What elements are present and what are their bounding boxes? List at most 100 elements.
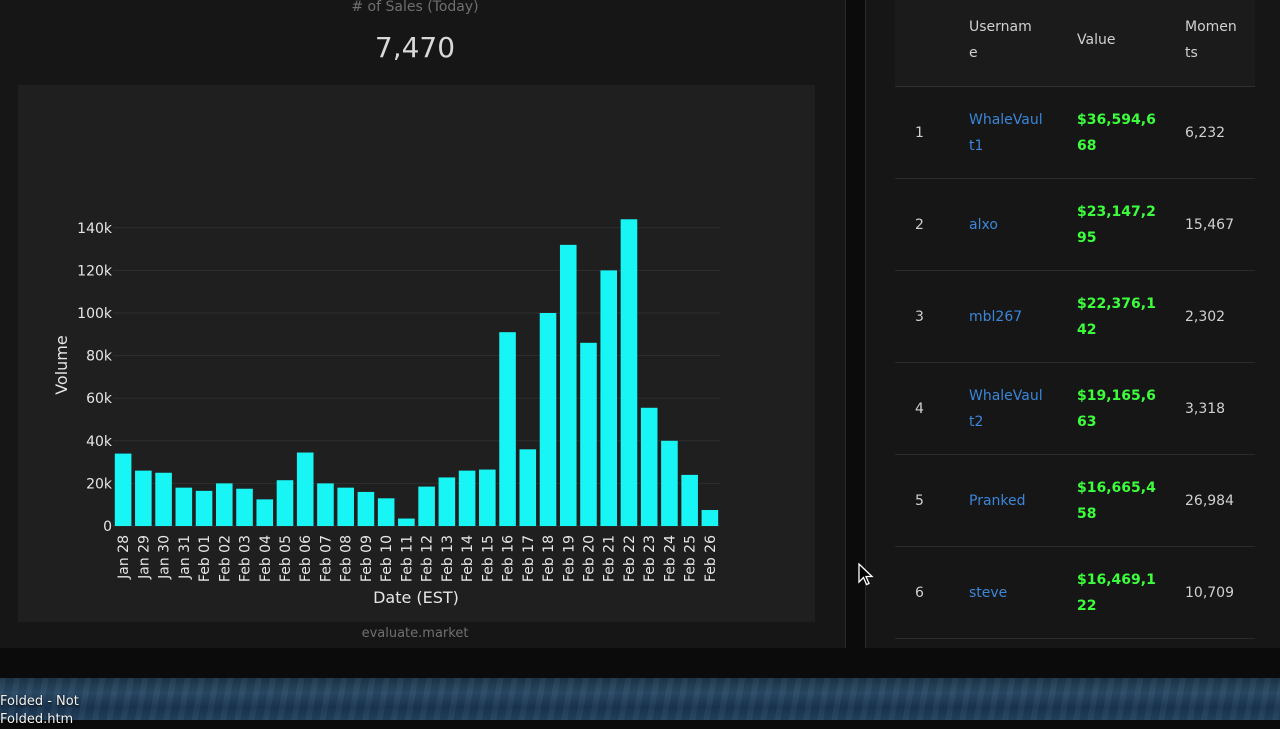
leaderboard-header: Username Value Moments: [895, 0, 1255, 87]
username-column-header[interactable]: Username: [969, 19, 1032, 61]
bar: [661, 440, 678, 526]
desktop-file-label[interactable]: Folded - Not Folded.htm: [0, 693, 79, 729]
table-row[interactable]: 4 WhaleVault2 $19,165,663 3,318: [895, 363, 1255, 455]
y-axis-title: Volume: [52, 335, 71, 395]
moments-column-header[interactable]: Moments: [1185, 19, 1237, 61]
bar: [155, 472, 172, 526]
username-link[interactable]: WhaleVault2: [969, 387, 1043, 430]
x-tick-label: Feb 17: [521, 535, 537, 582]
bar: [539, 313, 557, 526]
bar: [479, 469, 496, 526]
x-tick-label: Jan 30: [157, 535, 173, 580]
x-tick-label: Feb 13: [440, 535, 456, 582]
x-tick-label: Feb 24: [662, 535, 678, 582]
x-tick-label: Feb 20: [581, 535, 597, 582]
moments-cell: 10,709: [1185, 584, 1234, 601]
y-tick-label: 140k: [77, 221, 113, 237]
y-tick-label: 100k: [77, 306, 113, 322]
desktop-file-label-line2: Folded.htm: [0, 712, 74, 727]
rank-cell: 4: [915, 400, 924, 417]
rank-cell: 1: [915, 124, 924, 141]
value-cell: $16,665,458: [1077, 479, 1156, 522]
desktop-file-label-line1: Folded - Not: [0, 694, 79, 709]
x-tick-label: Jan 28: [116, 535, 132, 580]
kpi-value: 7,470: [374, 31, 456, 64]
x-tick-label: Feb 18: [541, 535, 557, 582]
bar: [276, 480, 294, 526]
username-link[interactable]: alxo: [969, 216, 998, 233]
bar: [236, 488, 253, 526]
desktop-wallpaper: [0, 678, 1280, 720]
bar: [681, 474, 698, 526]
bar: [559, 244, 577, 526]
x-tick-label: Feb 19: [561, 535, 577, 582]
y-tick-label: 0: [103, 519, 112, 535]
bar: [519, 449, 537, 526]
value-cell: $23,147,295: [1077, 203, 1156, 246]
x-tick-label: Feb 06: [298, 535, 314, 582]
rank-cell: 2: [915, 216, 924, 233]
x-tick-label: Feb 01: [197, 535, 213, 582]
bar: [337, 487, 354, 526]
bar: [357, 491, 375, 526]
x-tick-label: Feb 14: [460, 535, 476, 582]
moments-cell: 3,318: [1185, 400, 1226, 417]
username-link[interactable]: Pranked: [969, 492, 1026, 509]
moments-cell: 2,302: [1185, 308, 1226, 325]
bar: [600, 270, 618, 526]
bar: [418, 486, 435, 526]
volume-chart-svg: 0 20k 40k 60k 80k 100k 120k 140k Jan 28 Jan 29 Jan…: [52, 219, 720, 607]
value-cell: $19,165,663: [1077, 387, 1156, 430]
rank-cell: 5: [915, 492, 924, 509]
table-row[interactable]: 5 Pranked $16,665,458 26,984: [895, 455, 1255, 547]
y-tick-label: 80k: [86, 349, 113, 365]
y-tick-label: 20k: [86, 476, 113, 492]
table-row[interactable]: 1 WhaleVault1 $36,594,668 6,232: [895, 87, 1255, 179]
x-tick-label: Feb 08: [339, 535, 355, 582]
y-tick-label: 40k: [86, 434, 113, 450]
bar: [195, 490, 213, 526]
y-tick-label: 60k: [86, 391, 113, 407]
table-row[interactable]: 2 alxo $23,147,295 15,467: [895, 179, 1255, 271]
x-tick-label: Feb 25: [683, 535, 699, 582]
bar: [175, 487, 193, 526]
bar: [499, 332, 516, 526]
y-tick-label: 120k: [77, 263, 113, 279]
x-tick-label: Feb 12: [420, 535, 436, 582]
bar: [215, 483, 233, 526]
volume-chart: 0 20k 40k 60k 80k 100k 120k 140k Jan 28 Jan 29 Jan…: [18, 85, 815, 622]
x-tick-label: Feb 23: [642, 535, 658, 582]
bar: [458, 470, 476, 526]
value-cell: $16,469,122: [1077, 571, 1156, 614]
value-cell: $36,594,668: [1077, 111, 1156, 154]
username-link[interactable]: steve: [969, 584, 1008, 601]
bar: [701, 510, 719, 526]
bar: [620, 219, 638, 526]
x-tick-label: Feb 26: [703, 535, 719, 582]
x-tick-label: Feb 22: [622, 535, 638, 582]
x-tick-label: Feb 21: [602, 535, 618, 582]
bar: [135, 470, 152, 526]
x-tick-label: Feb 05: [278, 535, 294, 582]
x-tick-label: Jan 29: [136, 535, 152, 580]
username-link[interactable]: WhaleVault1: [969, 111, 1043, 154]
bar: [398, 518, 415, 526]
bar: [438, 477, 456, 526]
bar: [580, 342, 597, 526]
bar: [317, 483, 334, 526]
username-link[interactable]: mbl267: [969, 308, 1023, 325]
x-tick-label: Feb 02: [217, 535, 233, 582]
moments-cell: 15,467: [1185, 216, 1234, 233]
x-tick-label: Feb 09: [359, 535, 375, 582]
table-row[interactable]: 3 mbl267 $22,376,142 2,302: [895, 271, 1255, 363]
rank-cell: 6: [915, 584, 924, 601]
leaderboard-panel: Username Value Moments 1 WhaleVault1 $36,5…: [865, 0, 1280, 648]
x-tick-label: Feb 11: [399, 535, 415, 582]
table-row[interactable]: 6 steve $16,469,122 10,709: [895, 547, 1255, 639]
x-tick-label: Feb 15: [480, 535, 496, 582]
value-column-header[interactable]: Value: [1077, 32, 1116, 48]
sales-panel: # of Sales (Today) 7,470 0 20k 40k 60k 80k 10…: [0, 0, 846, 648]
bar: [256, 499, 274, 526]
value-cell: $22,376,142: [1077, 295, 1156, 338]
moments-cell: 26,984: [1185, 492, 1234, 509]
